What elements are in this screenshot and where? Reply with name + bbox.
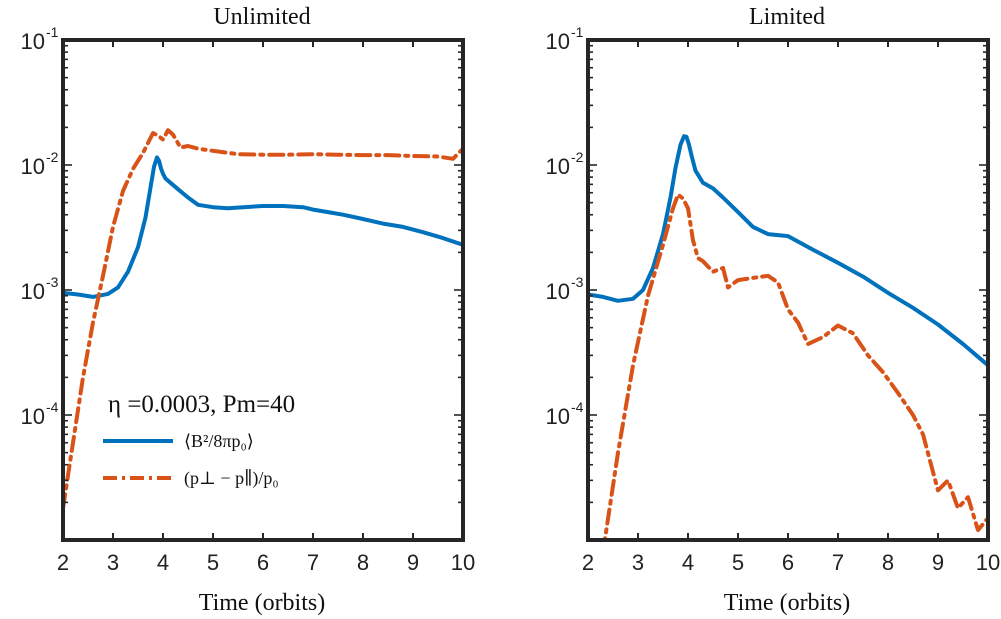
magnetic-energy-line — [588, 134, 988, 368]
y-tick-exponent: -3 — [571, 274, 584, 290]
y-tick-label: 10 — [546, 279, 570, 304]
x-tick-label: 5 — [207, 550, 219, 575]
x-tick-label: 6 — [782, 550, 794, 575]
y-tick-exponent: -4 — [571, 399, 584, 415]
x-tick-label: 2 — [582, 550, 594, 575]
x-tick-label: 10 — [976, 550, 1000, 575]
x-tick-label: 8 — [357, 550, 369, 575]
axes-frame — [61, 38, 465, 542]
legend: ⟨B²/8πp₀⟩ (p⊥ − p∥)/p₀ — [103, 431, 279, 489]
right-x-axis-label: Time (orbits) — [724, 590, 850, 616]
x-tick-label: 3 — [107, 550, 119, 575]
x-tick-label: 7 — [832, 550, 844, 575]
y-tick-label: 10 — [546, 154, 570, 179]
y-tick-label: 10 — [21, 279, 45, 304]
y-tick-exponent: -1 — [571, 24, 584, 40]
y-tick-label: 10 — [546, 29, 570, 54]
x-tick-label: 7 — [307, 550, 319, 575]
series-group — [63, 128, 463, 511]
legend-label-pressure-anisotropy: (p⊥ − p∥)/p₀ — [184, 468, 279, 489]
y-tick-exponent: -3 — [46, 274, 59, 290]
x-tick-label: 9 — [407, 550, 419, 575]
y-tick-exponent: -1 — [46, 24, 59, 40]
x-tick-label: 9 — [932, 550, 944, 575]
pressure-anisotropy-line — [63, 128, 463, 511]
magnetic-energy-line — [63, 155, 463, 299]
x-tick-label: 4 — [682, 550, 694, 575]
left-plot-title: Unlimited — [213, 4, 310, 30]
right-plot-title: Limited — [749, 4, 825, 30]
x-tick-label: 8 — [882, 550, 894, 575]
x-tick-label: 10 — [451, 550, 475, 575]
x-tick-label: 4 — [157, 550, 169, 575]
x-tick-label: 6 — [257, 550, 269, 575]
pressure-anisotropy-line — [602, 192, 988, 540]
left-x-axis-label: Time (orbits) — [199, 590, 325, 616]
left-annotation: η =0.0003, Pm=40 — [108, 391, 295, 418]
y-tick-label: 10 — [21, 154, 45, 179]
y-tick-label: 10 — [21, 29, 45, 54]
y-tick-exponent: -2 — [571, 149, 584, 165]
x-tick-label: 3 — [632, 550, 644, 575]
x-tick-label: 2 — [57, 550, 69, 575]
x-tick-label: 5 — [732, 550, 744, 575]
y-tick-exponent: -4 — [46, 399, 59, 415]
y-tick-exponent: -2 — [46, 149, 59, 165]
y-tick-label: 10 — [21, 404, 45, 429]
series-group — [588, 134, 988, 540]
legend-label-magnetic-energy: ⟨B²/8πp₀⟩ — [184, 431, 254, 451]
y-tick-label: 10 — [546, 404, 570, 429]
